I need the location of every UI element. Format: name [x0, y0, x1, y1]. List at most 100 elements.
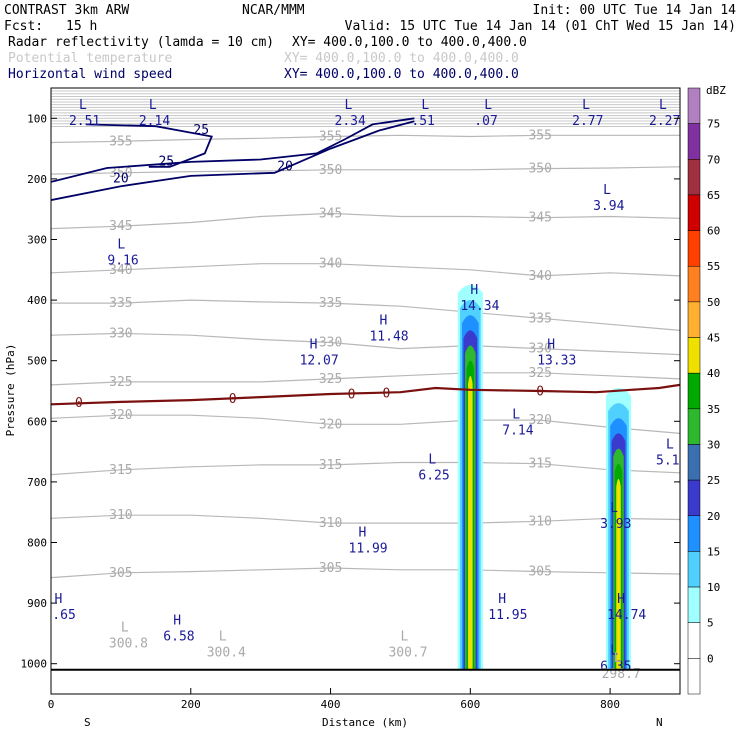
y-tick-label: 100: [27, 112, 47, 125]
extremum-value: 13.33: [537, 354, 576, 369]
y-tick-label: 200: [27, 173, 47, 186]
colorbar-swatch: [687, 230, 701, 267]
extremum-value: 2.14: [139, 114, 170, 129]
x-axis-label: Distance (km): [322, 716, 408, 729]
colorbar-tick-label: 35: [707, 403, 720, 416]
extremum-marker: H: [54, 592, 62, 607]
x-axis-left-end: S: [84, 716, 91, 729]
colorbar-tick-label: 50: [707, 296, 720, 309]
theta-contour-label: 325: [528, 366, 551, 381]
theta-contour-label: 305: [528, 565, 551, 580]
freezing-level-label: 0: [75, 396, 83, 411]
theta-contour-label: 325: [109, 375, 132, 390]
extremum-value: 2.34: [335, 114, 366, 129]
init-time: Init: 00 UTC Tue 14 Jan 14: [533, 3, 737, 18]
extremum-value: 12.07: [300, 354, 339, 369]
x-tick-label: 400: [321, 698, 341, 711]
extremum-value: 9.16: [107, 254, 138, 269]
colorbar-swatch: [687, 194, 701, 231]
theta-contour-label: 315: [319, 458, 342, 473]
colorbar-tick-label: 20: [707, 510, 720, 523]
freezing-level-label: 0: [536, 385, 544, 400]
theta-contour-label: 335: [319, 296, 342, 311]
extremum-value: 5.15: [656, 454, 687, 469]
theta-contour-340: [51, 263, 680, 277]
field-xy-reflectivity: XY= 400.0,100.0 to 400.0,400.0: [292, 35, 527, 50]
colorbar-tick-label: 65: [707, 189, 720, 202]
extremum-marker: L: [117, 238, 125, 253]
theta-contour-label: 315: [528, 457, 551, 472]
theta-contour-label: 355: [109, 134, 132, 149]
colorbar-unit: dBZ: [706, 84, 726, 97]
wind-contour-label: 20: [277, 160, 293, 175]
extremum-value: 6.25: [418, 469, 449, 484]
wind-contour-label: 25: [193, 123, 209, 138]
wind-contour-20: [51, 120, 415, 201]
theta-contour-label: 350: [528, 162, 551, 177]
theta-contour-label: 305: [109, 566, 132, 581]
colorbar-swatch: [687, 444, 701, 481]
extremum-marker: L: [603, 183, 611, 198]
freezing-level-line: [51, 383, 680, 406]
extremum-value: 6.35: [600, 660, 631, 675]
theta-contour-label: 340: [528, 269, 551, 284]
colorbar-swatch: [687, 372, 701, 410]
extremum-value: 6.58: [163, 629, 194, 644]
wind-contour-label: 25: [158, 155, 174, 170]
plot-content: 355 355 355 350 350 350 345 345 345 340 340 340 335 3…: [51, 90, 687, 682]
theta-contour-label: 340: [109, 263, 132, 278]
theta-contour-350: [51, 166, 680, 175]
theta-contour-label: 350: [319, 163, 342, 178]
theta-extremum-marker: L: [219, 630, 227, 645]
theta-contour-label: 310: [528, 514, 551, 529]
extremum-value: 14.74: [607, 608, 646, 623]
extremum-value: .07: [474, 114, 497, 129]
extremum-marker: L: [582, 98, 590, 113]
theta-contour-label: 325: [319, 372, 342, 387]
y-tick-label: 500: [27, 355, 47, 368]
colorbar-tick-label: 40: [707, 367, 720, 380]
extremum-value: 3.93: [600, 517, 631, 532]
theta-contour-305: [51, 567, 680, 579]
theta-contour-label: 330: [319, 336, 342, 351]
colorbar-swatch: [687, 622, 701, 659]
wind-contour-25: [85, 123, 213, 168]
colorbar-swatch: [687, 337, 701, 374]
valid-time: Valid: 15 UTC Tue 14 Jan 14 (01 ChT Wed …: [345, 19, 736, 34]
theta-contour-label: 320: [319, 417, 342, 432]
colorbar-tick-label: 5: [707, 617, 714, 630]
forecast-value: 15 h: [66, 19, 97, 34]
freezing-level-label: 0: [348, 388, 356, 403]
extremum-marker: L: [484, 98, 492, 113]
colorbar-tick-label: 0: [707, 652, 714, 665]
theta-contour-label: 345: [319, 206, 342, 221]
theta-contour-label: 315: [109, 463, 132, 478]
extremum-marker: L: [421, 98, 429, 113]
extremum-marker: H: [498, 592, 506, 607]
theta-extremum-value: 300.8: [109, 636, 148, 651]
extremum-value: 7.14: [502, 423, 533, 438]
y-tick-label: 800: [27, 537, 47, 550]
extremum-marker: L: [666, 438, 674, 453]
extremum-marker: H: [173, 613, 181, 628]
theta-extremum-value: 300.7: [388, 646, 427, 661]
theta-extremum-marker: L: [400, 630, 408, 645]
x-tick-label: 0: [48, 698, 55, 711]
colorbar-tick-label: 55: [707, 260, 720, 273]
field-xy-wind: XY= 400.0,100.0 to 400.0,400.0: [284, 67, 519, 82]
x-tick-label: 600: [460, 698, 480, 711]
reflectivity-core-2-40dbz: [616, 478, 621, 670]
y-tick-label: 600: [27, 415, 47, 428]
theta-contour-345: [51, 212, 680, 230]
colorbar-swatch: [687, 551, 701, 588]
colorbar-swatch: [687, 408, 701, 445]
theta-contour-330: [51, 332, 680, 356]
theta-contour-325: [51, 372, 680, 386]
colorbar-swatch: [687, 301, 701, 338]
theta-contour-label: 355: [319, 129, 342, 144]
colorbar-swatch: [687, 87, 701, 124]
extremum-marker: L: [345, 98, 353, 113]
extremum-value: 14.34: [460, 299, 499, 314]
plot-frame: [50, 87, 681, 695]
